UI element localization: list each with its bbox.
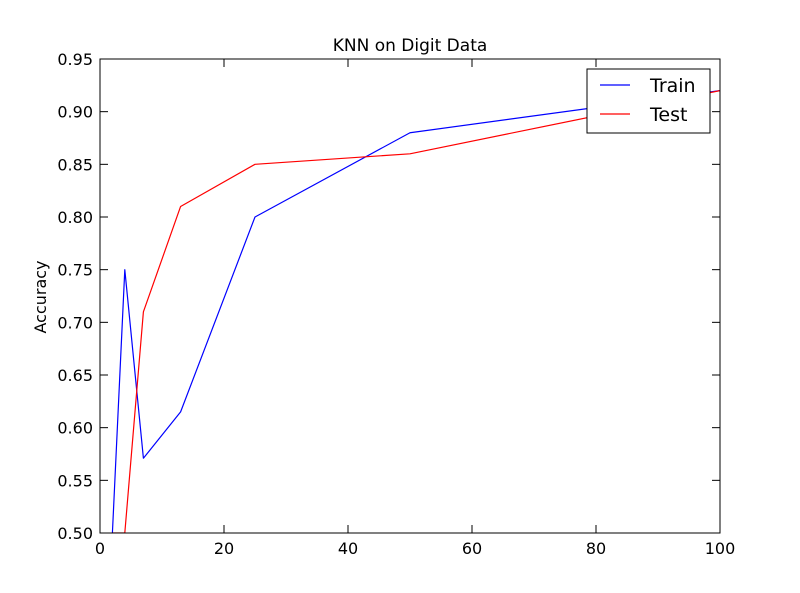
legend-label-test: Test: [649, 104, 687, 126]
x-tick-label: 80: [586, 539, 606, 558]
y-tick-label: 0.50: [57, 524, 93, 543]
x-tick-label: 100: [705, 539, 736, 558]
series-layer: [111, 90, 720, 533]
y-tick-label: 0.80: [57, 208, 93, 227]
series-line-train: [111, 90, 720, 533]
y-tick-label: 0.55: [57, 471, 93, 490]
y-axis-label: Accuracy: [31, 260, 50, 333]
chart-title: KNN on Digit Data: [333, 36, 488, 56]
x-tick-label: 60: [462, 539, 482, 558]
legend-label-train: Train: [649, 75, 696, 97]
series-line-test: [112, 90, 720, 533]
plot-frame: [99, 58, 721, 534]
x-tick-label: 0: [95, 539, 105, 558]
y-tick-label: 0.70: [57, 313, 93, 332]
y-tick-label: 0.95: [57, 50, 93, 69]
legend-box: [586, 68, 711, 134]
x-tick-label: 20: [214, 539, 234, 558]
x-tick-label: 40: [338, 539, 358, 558]
ticks-layer: 0 20 40 60 80 100 0.50 0.55 0.60 0.65 0.70 0.75 0.80…: [57, 50, 735, 558]
y-tick-label: 0.90: [57, 103, 93, 122]
y-tick-label: 0.85: [57, 155, 93, 174]
y-tick-label: 0.75: [57, 261, 93, 280]
y-tick-label: 0.60: [57, 419, 93, 438]
y-tick-label: 0.65: [57, 366, 93, 385]
legend: Train Test: [586, 68, 711, 134]
